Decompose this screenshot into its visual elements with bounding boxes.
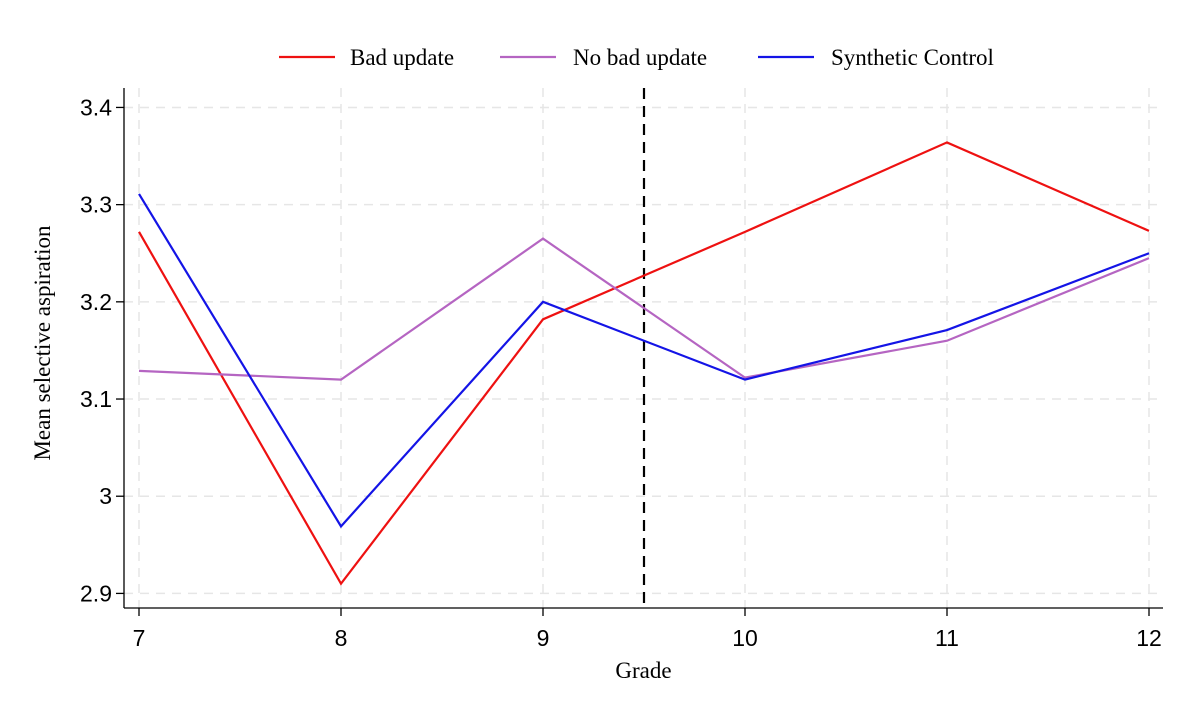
legend-label: Bad update <box>350 45 454 70</box>
legend-item: No bad update <box>500 45 707 70</box>
x-tick-label: 8 <box>335 625 348 651</box>
series-line-bad-update <box>138 141 1150 586</box>
y-tick-label: 3.1 <box>80 386 112 412</box>
series-line-no-bad-update <box>138 237 1150 381</box>
x-tick-label: 9 <box>537 625 550 651</box>
legend: Bad update No bad update Synthetic Control <box>279 45 994 70</box>
x-axis-title: Grade <box>615 658 671 683</box>
x-tick-label: 10 <box>732 625 758 651</box>
x-tick-label: 7 <box>133 625 146 651</box>
legend-item: Synthetic Control <box>758 45 994 70</box>
grid <box>124 88 1163 608</box>
axes: 2.9 3 3.1 3.2 3.3 3.4 7 8 9 10 11 12 <box>80 88 1163 651</box>
x-tick-label: 12 <box>1136 625 1162 651</box>
legend-label: Synthetic Control <box>831 45 994 70</box>
series-lines <box>138 141 1150 586</box>
y-tick-label: 3.4 <box>80 94 112 120</box>
legend-label: No bad update <box>573 45 707 70</box>
y-axis-title: Mean selective aspiration <box>30 225 55 461</box>
y-tick-label: 2.9 <box>80 580 112 606</box>
legend-item: Bad update <box>279 45 454 70</box>
y-tick-label: 3 <box>99 483 112 509</box>
y-tick-label: 3.3 <box>80 192 112 218</box>
y-tick-label: 3.2 <box>80 289 112 315</box>
x-tick-label: 11 <box>935 625 959 651</box>
series-line-synthetic-control <box>138 193 1150 529</box>
